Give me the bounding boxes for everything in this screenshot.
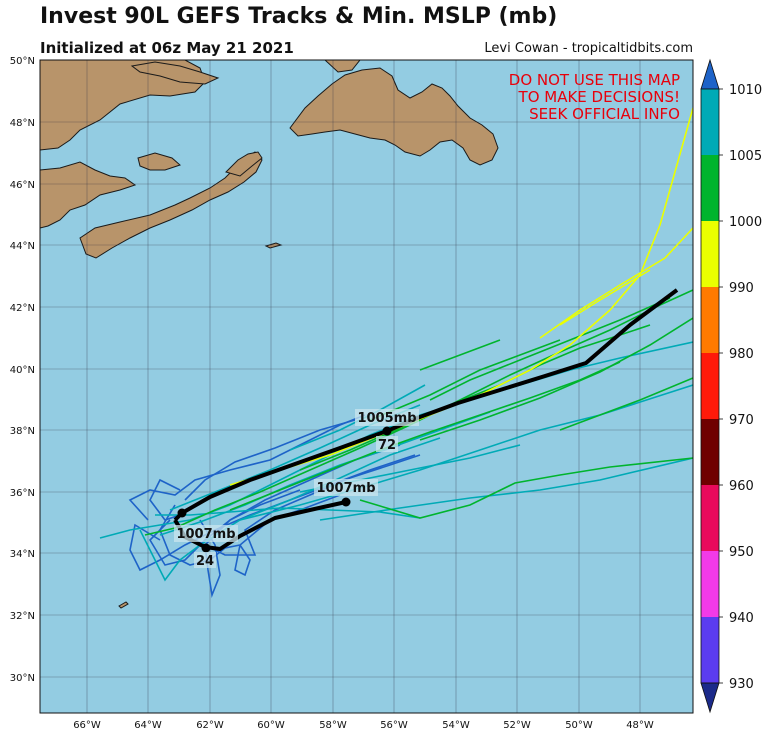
colorbar-label: 990 (729, 281, 754, 296)
ensemble-track (155, 507, 421, 519)
ensemble-track (419, 339, 501, 371)
lon-label: 58°W (319, 720, 347, 731)
colorbar-band (701, 89, 719, 155)
colorbar-band (701, 617, 719, 683)
mean-south-hour: 24 (196, 554, 214, 569)
colorbar: 1010 1005 1000 990 980 970 960 950 940 9… (700, 58, 762, 714)
mean-marker (201, 543, 211, 553)
map-frame (39, 59, 694, 714)
ensemble-track (559, 377, 693, 431)
lon-label: 56°W (380, 720, 408, 731)
colorbar-label: 970 (729, 413, 754, 428)
ensemble-track (239, 384, 693, 521)
lon-label: 50°W (565, 720, 593, 731)
lon-label: 54°W (442, 720, 470, 731)
lat-label: 32°N (10, 611, 35, 622)
ensemble-track (184, 419, 356, 501)
colorbar-band (701, 287, 719, 353)
ensemble-track (194, 454, 421, 556)
ensemble-track (419, 317, 693, 441)
mean-north-label: 1005mb (357, 411, 416, 426)
disclaimer-line-3: SEEK OFFICIAL INFO (529, 105, 680, 123)
lat-label: 42°N (10, 303, 35, 314)
ensemble-track (539, 227, 693, 339)
colorbar-band (701, 155, 719, 221)
colorbar-cap-top (700, 58, 720, 90)
colorbar-label: 1000 (729, 215, 762, 230)
init-time: Initialized at 06z May 21 2021 (40, 39, 294, 57)
lat-label: 30°N (10, 673, 35, 684)
mean-south-label: 1007mb (176, 527, 235, 542)
lon-label: 64°W (134, 720, 162, 731)
lon-label: 48°W (626, 720, 654, 731)
lat-label: 36°N (10, 488, 35, 499)
lat-label: 44°N (10, 241, 35, 252)
colorbar-label: 1010 (729, 83, 762, 98)
colorbar-cap-bottom (700, 682, 720, 714)
ensemble-tracks (99, 107, 693, 598)
lat-label: 48°N (10, 118, 35, 129)
lat-labels: 50°N 48°N 46°N 44°N 42°N 40°N 38°N 36°N … (10, 56, 35, 684)
colorbar-band (701, 551, 719, 617)
colorbar-label: 950 (729, 545, 754, 560)
lon-label: 52°W (503, 720, 531, 731)
lon-labels: 66°W 64°W 62°W 60°W 58°W 56°W 54°W 52°W … (73, 720, 654, 731)
map-title: Invest 90L GEFS Tracks & Min. MSLP (mb) (40, 4, 558, 29)
annotations: 1005mb 72 1007mb 1007mb 24 (174, 409, 419, 569)
disclaimer-line-1: DO NOT USE THIS MAP (509, 71, 680, 89)
colorbar-label: 930 (729, 677, 754, 692)
ensemble-track (429, 297, 671, 401)
lon-label: 62°W (196, 720, 224, 731)
colorbar-band (701, 221, 719, 287)
lat-label: 40°N (10, 365, 35, 376)
disclaimer-line-2: TO MAKE DECISIONS! (518, 88, 680, 106)
ensemble-track (229, 361, 621, 511)
ensemble-track (149, 478, 181, 521)
ensemble-track (359, 457, 693, 519)
mean-east-label: 1007mb (316, 481, 375, 496)
mean-marker (382, 426, 392, 436)
colorbar-band (701, 353, 719, 419)
colorbar-label: 980 (729, 347, 754, 362)
colorbar-band (701, 485, 719, 551)
lat-label: 46°N (10, 180, 35, 191)
ensemble-track (229, 107, 693, 486)
lat-label: 34°N (10, 549, 35, 560)
mean-north-hour: 72 (378, 438, 396, 453)
disclaimer: DO NOT USE THIS MAP TO MAKE DECISIONS! S… (509, 71, 680, 123)
credit: Levi Cowan - tropicaltidbits.com (484, 41, 693, 56)
mean-marker (177, 508, 187, 518)
mean-track-markers (177, 426, 392, 553)
colorbar-label: 940 (729, 611, 754, 626)
lat-label: 50°N (10, 56, 35, 67)
lat-label: 38°N (10, 426, 35, 437)
ensemble-track (319, 457, 693, 521)
colorbar-label: 960 (729, 479, 754, 494)
lon-label: 60°W (257, 720, 285, 731)
ensemble-track (148, 489, 301, 566)
colorbar-label: 1005 (729, 149, 762, 164)
lon-label: 66°W (73, 720, 101, 731)
colorbar-band (701, 419, 719, 485)
ensemble-track (369, 339, 561, 421)
ensemble-track (559, 269, 651, 326)
ensemble-track (159, 411, 491, 536)
mean-marker (341, 497, 351, 507)
